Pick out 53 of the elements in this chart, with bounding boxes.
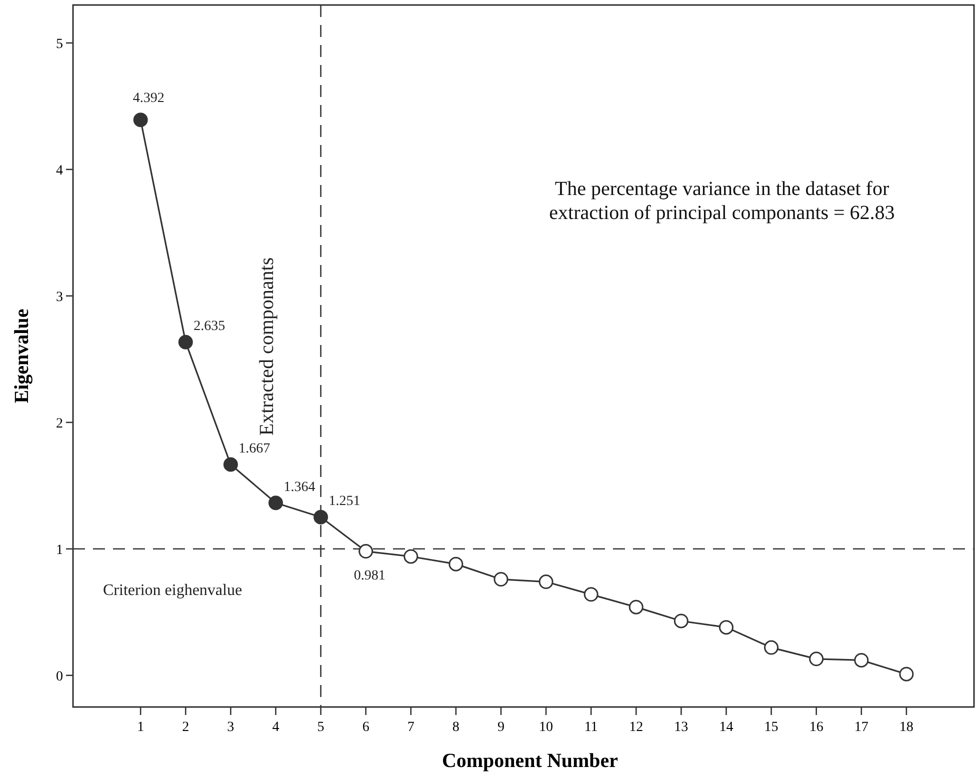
y-tick-label: 1 — [56, 542, 63, 558]
x-tick-label: 16 — [809, 720, 824, 735]
x-tick-label: 13 — [674, 720, 688, 735]
point — [718, 620, 734, 635]
x-tick-label: 4 — [272, 720, 280, 735]
x-tick-label: 14 — [719, 720, 734, 735]
point — [178, 334, 193, 350]
point — [448, 556, 464, 572]
x-tick-label: 18 — [899, 720, 914, 735]
x-tick-label: 5 — [317, 720, 324, 735]
x-tick-label: 11 — [584, 720, 598, 735]
point — [538, 574, 554, 590]
x-tick-label: 2 — [182, 720, 190, 735]
data-label: 1.667 — [238, 442, 270, 457]
y-tick-label: 2 — [56, 416, 63, 432]
x-tick-label: 7 — [407, 720, 414, 735]
data-label: 1.251 — [328, 494, 360, 510]
data-label: 1.364 — [284, 480, 316, 495]
point — [854, 652, 869, 668]
data-label: 2.635 — [194, 319, 226, 334]
x-tick-label: 3 — [227, 720, 234, 735]
annotation: The percentage variance in the dataset for extraction of principal componants = 62.83 — [549, 178, 895, 224]
point — [268, 496, 283, 510]
point — [358, 544, 374, 559]
point — [584, 587, 598, 602]
point — [628, 600, 644, 614]
data-label: 4.392 — [132, 90, 164, 106]
point — [809, 652, 824, 666]
y-tick-label: 5 — [56, 36, 63, 52]
point — [223, 457, 238, 472]
x-tick-label: 10 — [539, 720, 554, 735]
point — [674, 614, 688, 628]
data-label: 0.981 — [354, 568, 386, 584]
y-tick-label: 0 — [56, 669, 63, 684]
point — [133, 112, 148, 128]
x-tick-label: 1 — [137, 720, 144, 735]
point — [494, 572, 508, 586]
x-tick-label: 12 — [629, 720, 644, 735]
x-tick-label: 15 — [764, 720, 778, 735]
x-tick-label: 8 — [452, 720, 460, 735]
point — [899, 666, 914, 682]
x-tick-label: 6 — [362, 720, 370, 735]
point — [764, 640, 779, 655]
y-tick-label: 4 — [56, 163, 63, 178]
x-axis-title: Component Number — [442, 750, 618, 772]
y-tick-label: 3 — [56, 290, 63, 305]
x-tick-label: 9 — [497, 720, 504, 735]
point — [314, 510, 328, 524]
ref-line-label: Criterion eighenvalue — [103, 582, 242, 599]
point — [404, 549, 418, 564]
x-tick-label: 17 — [854, 720, 868, 735]
ref-line-label: Extracted componants — [256, 257, 278, 436]
y-axis-title: Eigenvalue — [11, 308, 33, 404]
